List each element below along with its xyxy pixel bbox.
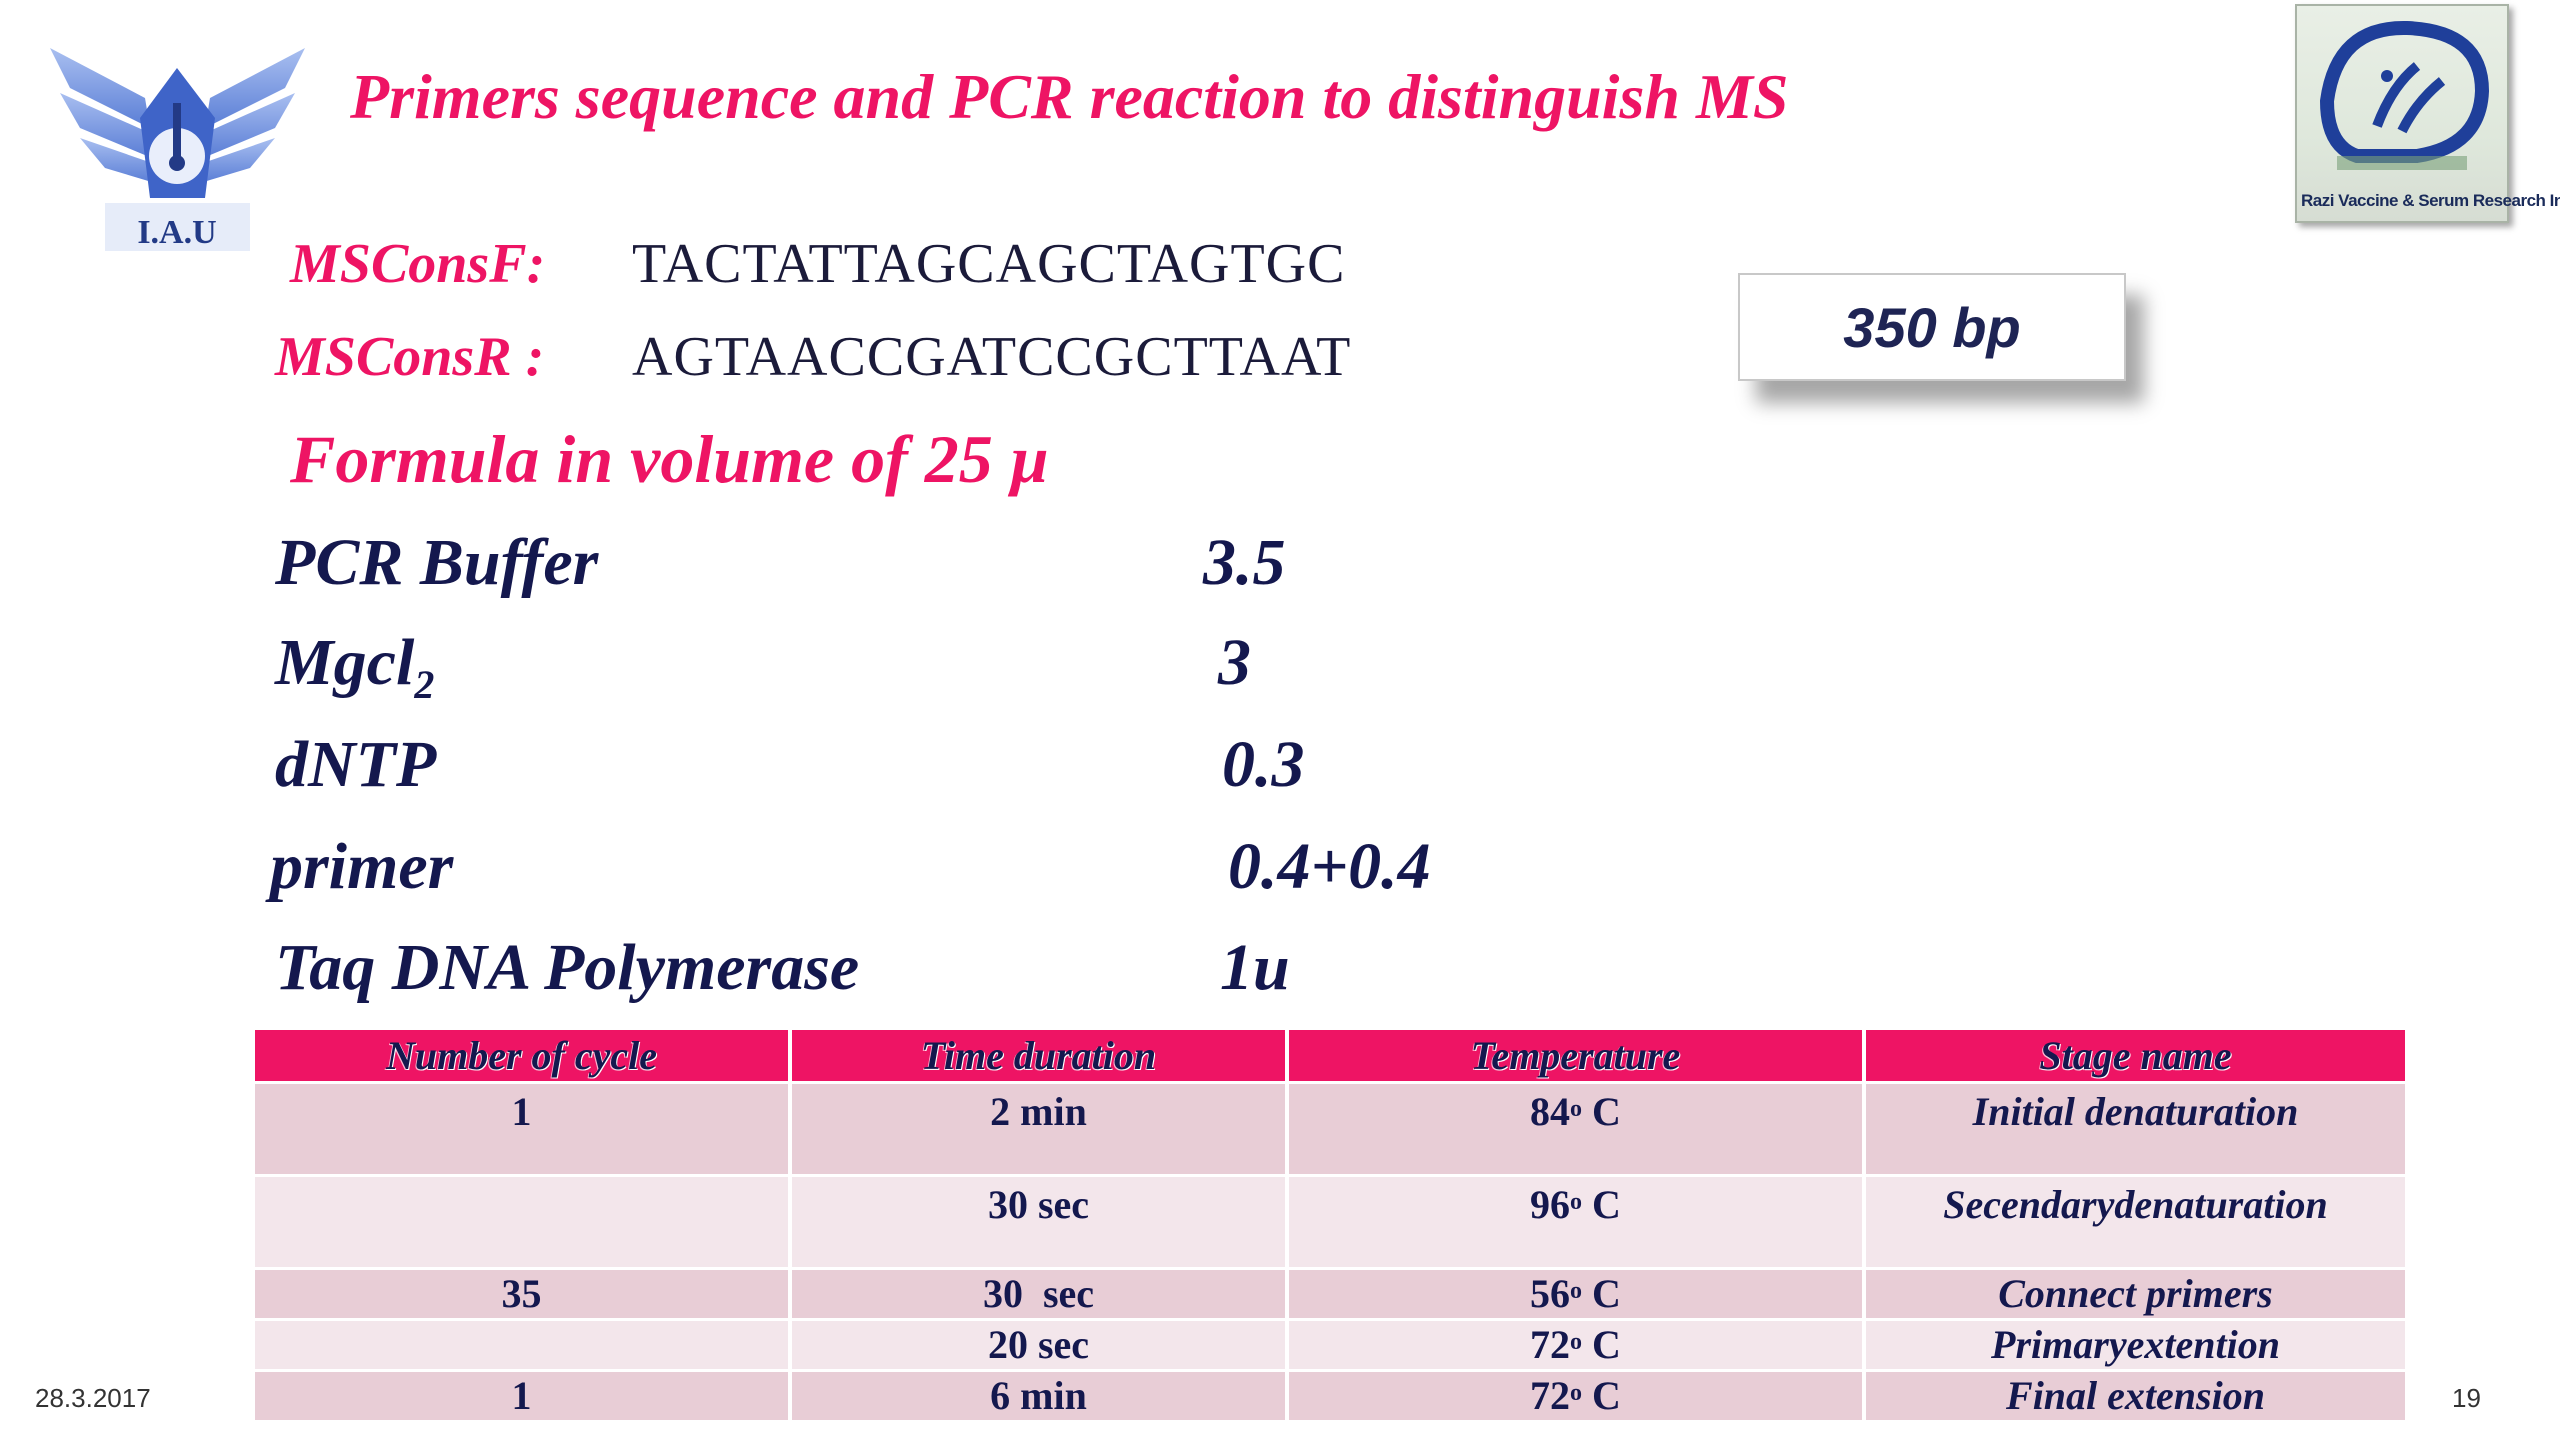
razi-institute-caption: Razi Vaccine & Serum Research Institute — [2301, 191, 2560, 210]
footer-date: 28.3.2017 — [35, 1383, 151, 1413]
table-row: 1 6 min 72o C Final extension — [255, 1369, 2405, 1420]
table-row: 35 30 sec 56o C Connect primers — [255, 1267, 2405, 1320]
reagent-name: PCR Buffer — [275, 526, 599, 599]
degree-mark: o — [1570, 1096, 1583, 1122]
temperature-value: 56 — [1530, 1271, 1571, 1316]
time-cell: 6 min — [788, 1369, 1287, 1420]
temperature-value: 96 — [1530, 1182, 1571, 1227]
temperature-value: 72 — [1530, 1322, 1571, 1367]
slide-title: Primers sequence and PCR reaction to dis… — [350, 61, 1789, 132]
column-header-cycles: Number of cycle — [255, 1030, 790, 1083]
slide-number: 19 — [2452, 1383, 2481, 1413]
temperature-cell: 72o C — [1285, 1318, 1864, 1371]
temperature-cell: 84o C — [1285, 1081, 1864, 1176]
reagent-name: dNTP — [275, 728, 437, 801]
table-row: 20 sec 72o C Primaryextention — [255, 1318, 2405, 1371]
product-size-text: 350 bp — [1843, 295, 2021, 359]
column-header-stage: Stage name — [1862, 1030, 2405, 1083]
reverse-primer-sequence: AGTAACCGATCCGCTTAAT — [632, 326, 1352, 388]
cycles-cell: 35 — [255, 1267, 790, 1320]
stage-cell: Secendarydenaturation — [1862, 1174, 2405, 1269]
table-row: 1 2 min 84o C Initial denaturation — [255, 1081, 2405, 1176]
stage-cell: Final extension — [1862, 1369, 2405, 1420]
reagent-value: 0.3 — [1222, 728, 1305, 801]
degree-mark: o — [1570, 1189, 1583, 1215]
temperature-value: 84 — [1530, 1089, 1571, 1134]
pcr-program-table: Number of cycle Time duration Temperatur… — [255, 1030, 2405, 1420]
temperature-unit: C — [1592, 1182, 1621, 1227]
time-cell: 30 sec — [788, 1174, 1287, 1269]
cycles-cell: 1 — [255, 1369, 790, 1420]
reagent-value: 0.4+0.4 — [1228, 830, 1431, 903]
temperature-unit: C — [1592, 1271, 1621, 1316]
table-header-row: Number of cycle Time duration Temperatur… — [255, 1030, 2405, 1083]
time-cell: 30 sec — [788, 1267, 1287, 1320]
reagent-subscript: 2 — [414, 662, 435, 708]
forward-primer-sequence: TACTATTAGCAGCTAGTGC — [632, 233, 1346, 295]
degree-mark: o — [1570, 1380, 1583, 1406]
forward-primer-label: MSConsF: — [290, 233, 546, 295]
temperature-unit: C — [1592, 1089, 1621, 1134]
table-row: 30 sec 96o C Secendarydenaturation — [255, 1174, 2405, 1269]
stage-cell: Primaryextention — [1862, 1318, 2405, 1371]
cycles-cell — [255, 1174, 790, 1269]
reverse-primer-label: MSConsR : — [275, 326, 545, 388]
reagent-value: 3 — [1218, 626, 1251, 699]
temperature-cell: 72o C — [1285, 1369, 1864, 1420]
reagent-value: 1u — [1220, 931, 1290, 1004]
column-header-time: Time duration — [788, 1030, 1287, 1083]
temperature-unit: C — [1592, 1373, 1621, 1418]
cycles-cell — [255, 1318, 790, 1371]
temperature-value: 72 — [1530, 1373, 1571, 1418]
reagent-name-text: Mgcl — [275, 626, 415, 699]
iau-logo: I.A.U — [40, 8, 315, 258]
reagent-name: primer — [270, 830, 454, 903]
stage-cell: Initial denaturation — [1862, 1081, 2405, 1176]
temperature-cell: 96o C — [1285, 1174, 1864, 1269]
time-cell: 2 min — [788, 1081, 1287, 1176]
razi-institute-logo: Razi Vaccine & Serum Research Institute — [2295, 4, 2560, 223]
degree-mark: o — [1570, 1329, 1583, 1355]
reagent-value: 3.5 — [1203, 526, 1286, 599]
cycles-cell: 1 — [255, 1081, 790, 1176]
reagent-name: Taq DNA Polymerase — [275, 931, 860, 1004]
iau-logo-text: I.A.U — [137, 214, 216, 251]
stage-cell: Connect primers — [1862, 1267, 2405, 1320]
formula-heading: Formula in volume of 25 µ — [290, 421, 1049, 497]
reagent-name: Mgcl2 — [275, 625, 434, 708]
degree-mark: o — [1570, 1278, 1583, 1304]
time-cell: 20 sec — [788, 1318, 1287, 1371]
temperature-cell: 56o C — [1285, 1267, 1864, 1320]
product-size-box: 350 bp — [1738, 273, 2126, 381]
temperature-unit: C — [1592, 1322, 1621, 1367]
column-header-temperature: Temperature — [1285, 1030, 1864, 1083]
